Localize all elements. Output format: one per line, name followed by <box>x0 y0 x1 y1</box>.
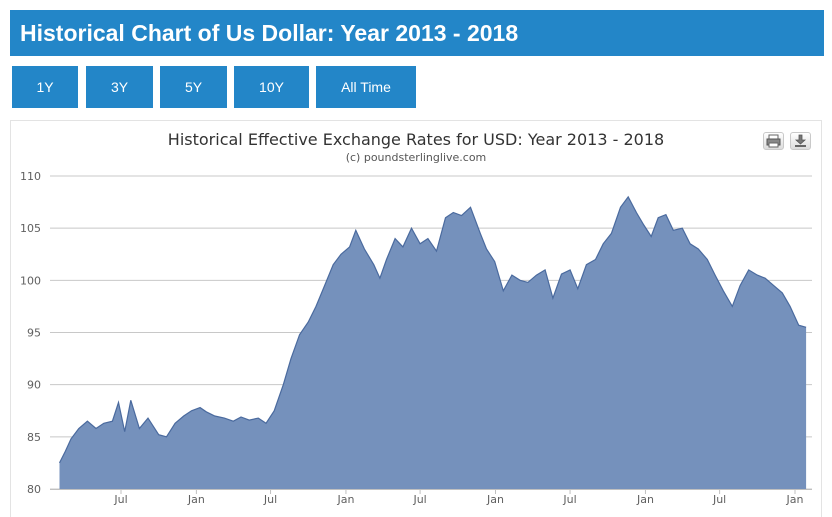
y-tick-label: 110 <box>20 170 41 183</box>
y-tick-label: 90 <box>27 379 41 392</box>
y-tick-label: 80 <box>27 483 41 496</box>
x-tick-label: Jul <box>412 493 426 506</box>
range-all-time-button[interactable]: All Time <box>316 66 416 108</box>
printer-icon <box>766 134 781 148</box>
x-tick-label: Jan <box>336 493 354 506</box>
range-10y-button[interactable]: 10Y <box>234 66 309 108</box>
x-tick-label: Jan <box>187 493 205 506</box>
range-1y-button[interactable]: 1Y <box>12 66 78 108</box>
x-tick-label: Jan <box>786 493 804 506</box>
x-tick-label: Jul <box>562 493 576 506</box>
download-icon <box>794 134 807 147</box>
series-area <box>59 196 807 489</box>
x-tick-label: Jul <box>113 493 127 506</box>
y-tick-label: 105 <box>20 222 41 235</box>
page-title: Historical Chart of Us Dollar: Year 2013… <box>10 10 824 56</box>
range-3y-button[interactable]: 3Y <box>86 66 153 108</box>
x-tick-label: Jan <box>486 493 504 506</box>
x-tick-label: Jan <box>636 493 654 506</box>
download-chart-button[interactable] <box>790 132 811 150</box>
chart-title: Historical Effective Exchange Rates for … <box>167 130 665 149</box>
y-tick-label: 95 <box>27 327 41 340</box>
y-tick-label: 100 <box>20 274 41 287</box>
range-5y-button[interactable]: 5Y <box>160 66 227 108</box>
y-tick-label: 85 <box>27 431 41 444</box>
series-line <box>58 195 807 464</box>
print-chart-button[interactable] <box>763 132 784 150</box>
x-tick-label: Jul <box>263 493 277 506</box>
x-tick-label: Jul <box>712 493 726 506</box>
chart-subtitle: (c) poundsterlinglive.com <box>345 151 487 164</box>
